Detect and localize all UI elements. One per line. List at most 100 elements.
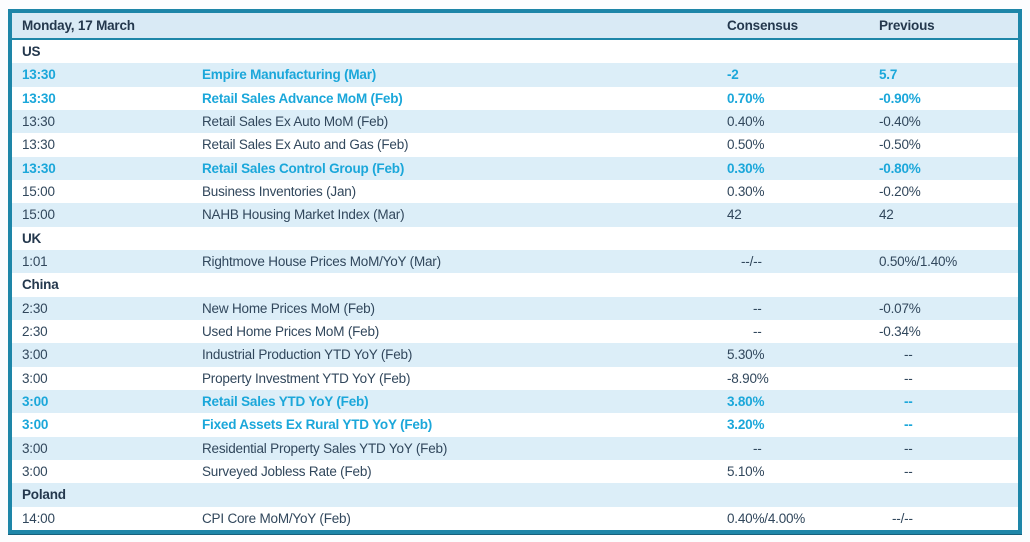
previous-cell: -- [904, 464, 913, 480]
event-cell: Used Home Prices MoM (Feb) [202, 324, 380, 340]
time-cell: 15:00 [22, 207, 55, 223]
event-cell: NAHB Housing Market Index (Mar) [202, 207, 405, 223]
section-row: US [12, 40, 1018, 63]
previous-cell: -0.50% [879, 137, 921, 153]
event-row: 13:30 Retail Sales Control Group (Feb) 0… [12, 156, 1018, 180]
consensus-cell: --/-- [741, 254, 762, 270]
time-cell: 3:00 [22, 440, 48, 456]
section-row: Poland [12, 483, 1018, 507]
consensus-cell: 0.70% [727, 90, 765, 106]
consensus-cell: -- [753, 324, 762, 340]
consensus-cell: 3.80% [727, 394, 765, 410]
time-cell: 15:00 [22, 184, 55, 200]
previous-cell: --/-- [892, 510, 913, 526]
time-cell: 13:30 [22, 90, 56, 106]
event-cell: Retail Sales Ex Auto and Gas (Feb) [202, 137, 409, 153]
consensus-cell: 0.30% [727, 184, 765, 200]
section-row: China [12, 273, 1018, 296]
event-row: 13:30 Retail Sales Ex Auto and Gas (Feb)… [12, 133, 1018, 156]
time-cell: 1:01 [22, 254, 48, 270]
previous-cell: -0.34% [879, 324, 921, 340]
previous-cell: -- [904, 417, 913, 433]
previous-cell: -- [904, 440, 913, 456]
previous-cell: -- [904, 370, 913, 386]
column-header-consensus: Consensus [715, 13, 876, 38]
event-row: 3:00 Property Investment YTD YoY (Feb) -… [12, 367, 1018, 390]
consensus-cell: 0.50% [727, 137, 765, 153]
event-row: 3:00 Residential Property Sales YTD YoY … [12, 436, 1018, 460]
previous-cell: -- [904, 347, 913, 363]
date-header: Monday, 17 March [22, 18, 135, 33]
event-cell: Retail Sales YTD YoY (Feb) [202, 394, 369, 410]
event-row: 1:01 Rightmove House Prices MoM/YoY (Mar… [12, 249, 1018, 274]
consensus-cell: 42 [727, 207, 742, 223]
event-cell: CPI Core MoM/YoY (Feb) [202, 510, 351, 526]
section-row: UK [12, 227, 1018, 250]
event-cell: Fixed Assets Ex Rural YTD YoY (Feb) [202, 417, 433, 433]
time-cell: 14:00 [22, 510, 55, 526]
time-cell: 3:00 [22, 464, 48, 480]
section-label: Poland [22, 487, 66, 503]
time-cell: 3:00 [22, 394, 49, 410]
event-row: 3:00 Retail Sales YTD YoY (Feb) 3.80% -- [12, 389, 1018, 414]
event-column-header [196, 13, 715, 38]
time-cell: 13:30 [22, 67, 56, 83]
consensus-cell: 0.40% [727, 114, 765, 130]
consensus-cell: 5.10% [727, 464, 765, 480]
previous-cell: -- [904, 394, 913, 410]
event-row: 14:00 CPI Core MoM/YoY (Feb) 0.40%/4.00%… [12, 507, 1018, 530]
previous-cell: 42 [879, 207, 894, 223]
consensus-cell: 3.20% [727, 417, 765, 433]
column-header-previous: Previous [876, 13, 1018, 38]
time-cell: 13:30 [22, 137, 55, 153]
event-cell: Industrial Production YTD YoY (Feb) [202, 347, 413, 363]
event-row: 3:00 Surveyed Jobless Rate (Feb) 5.10% -… [12, 460, 1018, 483]
event-cell: Property Investment YTD YoY (Feb) [202, 370, 411, 386]
time-cell: 13:30 [22, 114, 55, 130]
event-cell: Empire Manufacturing (Mar) [202, 67, 377, 83]
event-cell: New Home Prices MoM (Feb) [202, 300, 375, 316]
section-label: China [22, 277, 59, 293]
table-body: US 13:30 Empire Manufacturing (Mar) -2 5… [12, 40, 1018, 530]
time-cell: 3:00 [22, 370, 48, 386]
event-row: 13:30 Empire Manufacturing (Mar) -2 5.7 [12, 63, 1018, 87]
table-header-row: Monday, 17 March Consensus Previous [12, 13, 1018, 40]
event-row: 13:30 Retail Sales Advance MoM (Feb) 0.7… [12, 87, 1018, 110]
event-row: 15:00 NAHB Housing Market Index (Mar) 42… [12, 203, 1018, 227]
event-row: 3:00 Industrial Production YTD YoY (Feb)… [12, 343, 1018, 367]
event-cell: Retail Sales Advance MoM (Feb) [202, 90, 403, 106]
event-row: 2:30 New Home Prices MoM (Feb) -- -0.07% [12, 296, 1018, 320]
event-cell: Residential Property Sales YTD YoY (Feb) [202, 440, 448, 456]
section-label: UK [22, 230, 42, 246]
event-row: 13:30 Retail Sales Ex Auto MoM (Feb) 0.4… [12, 109, 1018, 134]
event-cell: Surveyed Jobless Rate (Feb) [202, 464, 372, 480]
previous-cell: -0.07% [879, 300, 921, 316]
previous-cell: -0.40% [879, 114, 921, 130]
economic-calendar-table: Monday, 17 March Consensus Previous US 1… [8, 9, 1022, 534]
consensus-cell: -- [753, 440, 762, 456]
consensus-cell: -2 [727, 67, 739, 83]
consensus-cell: -8.90% [727, 370, 769, 386]
consensus-cell: 5.30% [727, 347, 765, 363]
consensus-cell: -- [753, 300, 762, 316]
event-row: 2:30 Used Home Prices MoM (Feb) -- -0.34… [12, 320, 1018, 343]
time-cell: 2:30 [22, 324, 48, 340]
event-cell: Rightmove House Prices MoM/YoY (Mar) [202, 254, 441, 270]
event-row: 3:00 Fixed Assets Ex Rural YTD YoY (Feb)… [12, 413, 1018, 436]
consensus-cell: 0.30% [727, 160, 765, 176]
time-cell: 2:30 [22, 300, 48, 316]
previous-cell: 5.7 [879, 67, 898, 83]
section-label: US [22, 44, 41, 60]
time-cell: 3:00 [22, 417, 49, 433]
previous-cell: -0.90% [879, 90, 921, 106]
event-row: 15:00 Business Inventories (Jan) 0.30% -… [12, 180, 1018, 203]
previous-cell: -0.80% [879, 160, 921, 176]
time-cell: 13:30 [22, 160, 56, 176]
event-cell: Retail Sales Control Group (Feb) [202, 160, 405, 176]
time-cell: 3:00 [22, 347, 48, 363]
consensus-cell: 0.40%/4.00% [727, 510, 806, 526]
event-cell: Retail Sales Ex Auto MoM (Feb) [202, 114, 389, 130]
event-cell: Business Inventories (Jan) [202, 184, 356, 200]
previous-cell: -0.20% [879, 184, 921, 200]
previous-cell: 0.50%/1.40% [879, 254, 958, 270]
